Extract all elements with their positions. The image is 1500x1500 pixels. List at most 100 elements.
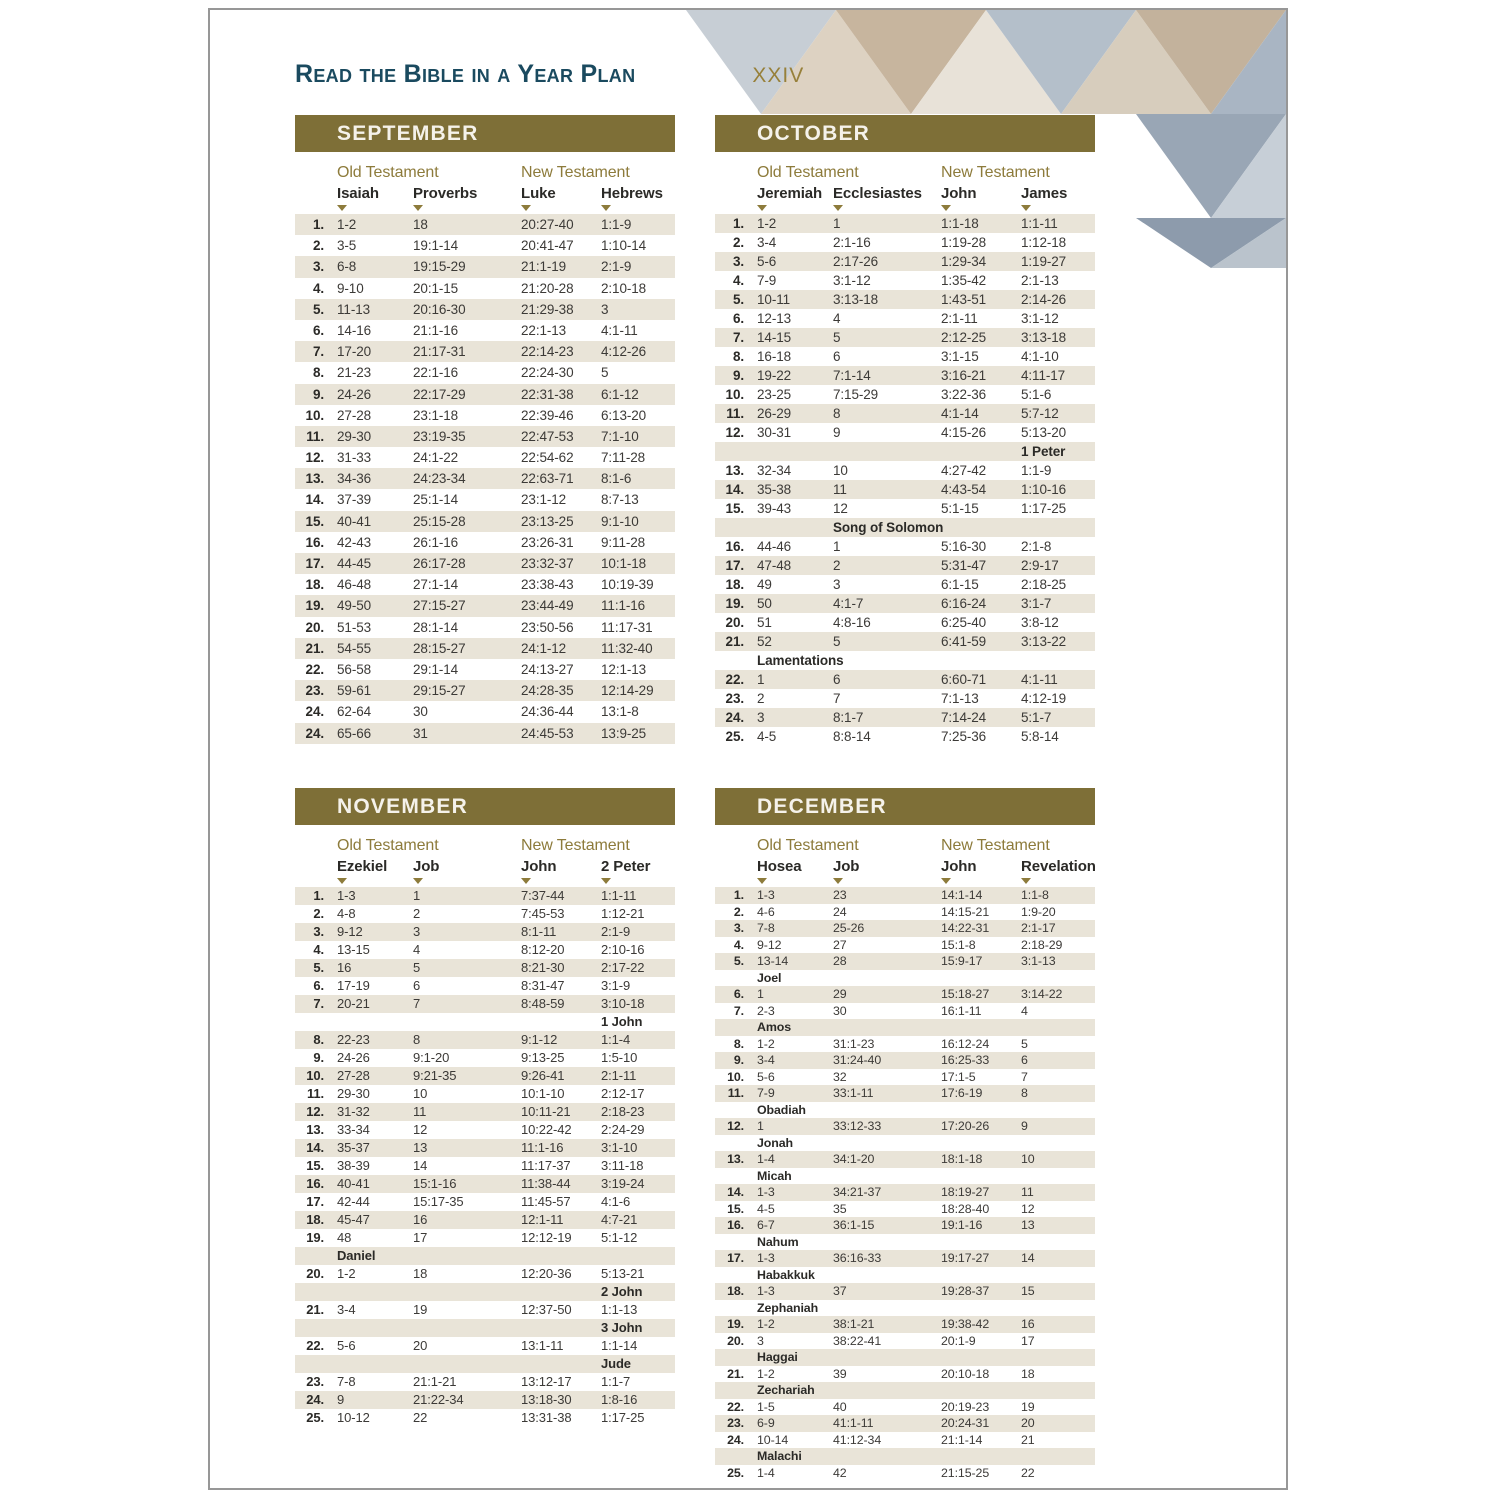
reading-cell: 33-34 (337, 1122, 370, 1137)
reading-cell: 9:13-25 (521, 1050, 565, 1065)
table-row: 10. 23-25 7:15-29 3:22-36 5:1-6 (715, 385, 1095, 404)
book-header: John (521, 858, 557, 875)
day-cell: 22. (305, 661, 325, 677)
reading-cell: 3:1-15 (941, 349, 979, 364)
reading-cell: 4:1-10 (1021, 349, 1059, 364)
book-subheader: Habakkuk (757, 1267, 815, 1282)
reading-cell: 56-58 (337, 661, 372, 677)
reading-cell: 21:22-34 (413, 1392, 464, 1407)
reading-cell: 8 (413, 1032, 421, 1047)
reading-cell: 24:23-34 (413, 471, 466, 487)
reading-cell: 5:1-12 (601, 1230, 638, 1245)
table-row: 9. 24-26 22:17-29 22:31-38 6:1-12 (295, 383, 675, 405)
table-row: 1. 1-3 1 7:37-44 1:1-11 (295, 887, 675, 905)
table-row: 21. 1-2 39 20:10-18 18 (715, 1366, 1095, 1383)
day-cell: 9. (312, 386, 324, 402)
reading-cell: 1 (757, 1119, 764, 1133)
day-cell: 24. (725, 710, 745, 725)
book-headers: Jeremiah Ecclesiastes John James (715, 183, 1095, 204)
reading-cell: 4:15-26 (941, 425, 987, 440)
reading-cell: 1:17-25 (601, 1410, 645, 1425)
reading-rows: 1. 1-3 23 14:1-14 1:1-8 2. 4-6 24 14:15-21 1:9-20… (715, 887, 1095, 1481)
reading-cell: 10 (833, 463, 848, 478)
reading-cell: 4-5 (757, 1201, 775, 1216)
reading-cell: 7 (413, 996, 421, 1011)
day-cell: 2. (312, 238, 324, 254)
reading-cell: 1-3 (757, 1251, 775, 1265)
reading-cell: 1:12-18 (1021, 235, 1067, 250)
reading-cell: 39-43 (757, 501, 792, 516)
table-row: 3. 9-12 3 8:1-11 2:1-9 (295, 923, 675, 941)
day-cell: 4. (312, 280, 324, 296)
reading-cell: 14:15-21 (941, 904, 990, 919)
reading-cell: 45-47 (337, 1212, 370, 1227)
reading-cell: 7:1-13 (941, 691, 979, 706)
reading-cell: 1-4 (757, 1465, 775, 1480)
mosaic-triangle (1136, 114, 1286, 218)
reading-cell: 11 (1021, 1185, 1034, 1199)
day-cell: 15. (727, 1201, 744, 1216)
table-row: 24. 9 21:22-34 13:18-30 1:8-16 (295, 1391, 675, 1409)
triangle-down-icon (757, 205, 767, 211)
reading-cell: 2:17-22 (601, 960, 645, 975)
triangle-down-icon (601, 878, 611, 884)
reading-cell: 41:12-34 (833, 1432, 882, 1447)
reading-cell: 9:21-35 (413, 1068, 457, 1083)
reading-cell: 22:17-29 (413, 386, 466, 402)
day-cell: 14. (306, 1140, 324, 1155)
reading-cell: 18:19-27 (941, 1185, 990, 1199)
reading-cell: 3:13-18 (833, 292, 879, 307)
reading-cell: 30 (413, 704, 428, 720)
reading-cell: 2 (413, 906, 421, 921)
day-cell: 8. (733, 1036, 744, 1051)
reading-cell: 7:11-28 (601, 450, 646, 466)
reading-cell: 6:1-12 (601, 386, 639, 402)
table-row: 19. 49-50 27:15-27 23:44-49 11:1-16 (295, 595, 675, 617)
book-header: Isaiah (337, 185, 379, 202)
reading-rows: 1. 1-3 1 7:37-44 1:1-11 2. 4-8 2 7:45-53 1:12-21 3… (295, 887, 675, 1427)
reading-cell: 1-3 (757, 1284, 775, 1298)
reading-cell: 29-30 (337, 1086, 370, 1101)
reading-cell: 62-64 (337, 704, 372, 720)
reading-cell: 10:1-18 (601, 556, 647, 571)
old-testament-label: Old Testament (337, 164, 439, 181)
book-header: James (1021, 185, 1068, 202)
reading-cell: 6-9 (757, 1416, 775, 1430)
book-headers: Ezekiel Job John 2 Peter (295, 856, 675, 877)
table-row: 18. 46-48 27:1-14 23:38-43 10:19-39 (295, 574, 675, 595)
reading-cell: 9 (337, 1392, 345, 1407)
book-header: Jeremiah (757, 185, 823, 202)
reading-cell: 31 (413, 725, 428, 741)
reading-cell: 59-61 (337, 683, 372, 699)
day-cell: 10. (306, 1068, 324, 1083)
table-row: 18. 49 3 6:1-15 2:18-25 (715, 575, 1095, 594)
book-subheader-row: Song of Solomon (715, 518, 1095, 537)
mosaic-triangle (1211, 218, 1286, 268)
month-section-november: NOVEMBER Old Testament New Testament Ezekie… (295, 788, 675, 1427)
reading-cell: 14 (413, 1158, 428, 1173)
book-subheader-row: Haggai (715, 1349, 1095, 1366)
reading-cell: 23:1-18 (413, 407, 459, 423)
table-row: 19. 48 17 12:12-19 5:1-12 (295, 1229, 675, 1247)
reading-cell: 20:1-9 (941, 1333, 976, 1348)
reading-cell: 12:1-13 (601, 661, 647, 677)
reading-cell: 13:9-25 (601, 725, 647, 741)
reading-cell: 8:21-30 (521, 960, 565, 975)
reading-cell: 16 (413, 1212, 428, 1227)
reading-cell: 39 (833, 1366, 847, 1381)
reading-cell: 2:10-18 (601, 280, 647, 296)
reading-cell: 14-16 (337, 322, 372, 338)
page-header: Read the Bible in a Year Plan XXIV (295, 58, 804, 90)
table-row: 9. 19-22 7:1-14 3:16-21 4:11-17 (715, 366, 1095, 385)
table-row: 5. 13-14 28 15:9-17 3:1-13 (715, 953, 1095, 970)
reading-cell: 24:13-27 (521, 661, 574, 677)
day-cell: 24. (306, 1392, 324, 1407)
reading-cell: 2:1-13 (1021, 273, 1059, 288)
table-row: 23. 2 7 7:1-13 4:12-19 (715, 689, 1095, 708)
reading-cell: 8:1-6 (601, 471, 632, 487)
reading-cell: 1:1-18 (941, 216, 979, 231)
reading-cell: 3:1-12 (1021, 311, 1059, 326)
book-markers (295, 877, 675, 887)
table-row: 6. 1 29 15:18-27 3:14-22 (715, 986, 1095, 1003)
day-cell: 23. (305, 683, 325, 699)
